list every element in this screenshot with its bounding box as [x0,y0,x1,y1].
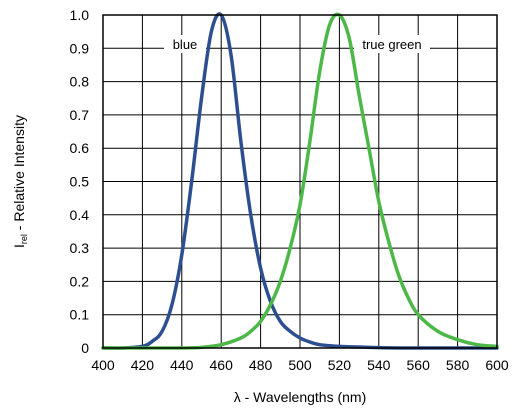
x-tick-labels: 400 420 440 460 480 500 520 540 560 580 600 [91,357,509,373]
y-tick-label: 0.4 [70,207,90,223]
y-tick-label: 0.6 [70,140,90,156]
x-axis-title: λ - Wavelengths (nm) [234,389,367,405]
y-tick-label: 0.9 [70,40,90,56]
x-tick-label: 440 [170,357,194,373]
x-tick-label: 540 [367,357,391,373]
series-line-true-green [101,12,499,350]
x-tick-label: 520 [328,357,352,373]
y-tick-label: 0.8 [70,74,90,90]
x-tick-label: 560 [407,357,431,373]
x-tick-label: 460 [210,357,234,373]
series-label-blue: blue [173,37,198,52]
x-tick-label: 480 [249,357,273,373]
y-tick-label: 0.5 [70,174,90,190]
x-tick-label: 420 [131,357,155,373]
y-tick-labels: 0 0.1 0.2 0.3 0.4 0.5 0.6 0.7 0.8 0.9 1.0 [70,7,90,356]
series-label-bg [354,35,430,53]
y-tick-label: 0.7 [70,107,90,123]
y-tick-label: 1.0 [70,7,90,23]
x-tick-label: 400 [91,357,115,373]
x-tick-label: 600 [485,357,509,373]
series-label-bg [164,35,206,53]
series-label-true-green: true green [362,37,421,52]
plot-frame [102,14,498,349]
x-tick-label: 580 [446,357,470,373]
y-tick-label: 0.1 [70,307,90,323]
y-tick-label: 0 [81,340,89,356]
y-axis-title-rest: - Relative Intensity [11,115,27,234]
x-tick-label: 500 [288,357,312,373]
grid-lines [102,14,498,349]
y-axis-title: Irel - Relative Intensity [11,115,29,248]
series-labels: blue true green [164,35,430,53]
y-tick-label: 0.2 [70,273,90,289]
y-tick-label: 0.3 [70,240,90,256]
y-axis-title-sub: rel [19,234,29,244]
y-axis-title-main: I [11,244,27,248]
